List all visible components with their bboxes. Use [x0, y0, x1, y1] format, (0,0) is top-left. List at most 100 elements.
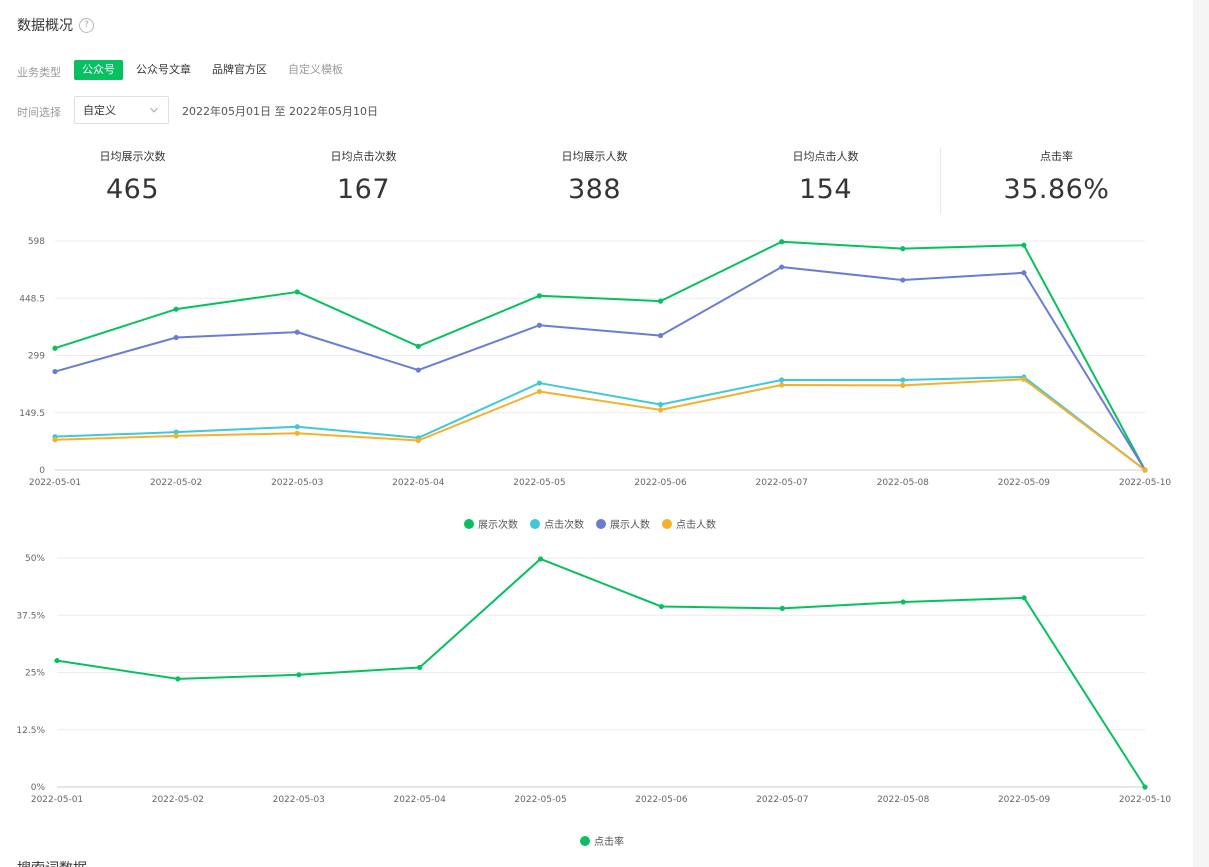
data-point[interactable]	[657, 407, 664, 413]
ctr-line-chart: 0% 12.5% 25% 37.5% 50% 2022-05-01 2022-05-02 20…	[16, 554, 1171, 805]
data-point[interactable]	[779, 264, 785, 270]
metric-label: 点击率	[1040, 150, 1073, 163]
data-point[interactable]	[900, 599, 906, 605]
data-point[interactable]	[173, 429, 179, 435]
data-point[interactable]	[173, 334, 179, 341]
data-point[interactable]	[657, 401, 664, 408]
x-tick-label: 2022-05-06	[634, 478, 687, 488]
data-point[interactable]	[658, 603, 665, 610]
metric-avg-impressions: 日均展示次数 465	[17, 140, 248, 205]
data-point[interactable]	[900, 277, 906, 283]
data-point[interactable]	[294, 329, 300, 335]
series-line	[54, 266, 1146, 471]
data-point[interactable]	[779, 382, 785, 388]
data-point[interactable]	[415, 367, 421, 373]
business-type-label: 业务类型	[17, 66, 61, 79]
chevron-down-icon	[150, 107, 158, 113]
legend-item[interactable]: 点击率	[580, 833, 624, 848]
data-point[interactable]	[52, 345, 58, 351]
data-point[interactable]	[900, 382, 906, 388]
data-point[interactable]	[900, 246, 906, 252]
data-point[interactable]	[173, 433, 179, 439]
data-point[interactable]	[1021, 376, 1027, 382]
data-point[interactable]	[415, 437, 421, 444]
series-line	[54, 378, 1146, 471]
x-tick-label: 2022-05-09	[998, 478, 1051, 488]
tab-official-account[interactable]: 公众号	[74, 60, 123, 80]
data-point[interactable]	[536, 380, 543, 386]
x-tick-label: 2022-05-04	[394, 795, 447, 805]
legend-label: 点击人数	[676, 520, 716, 531]
metric-avg-impression-users: 日均展示人数 388	[479, 140, 710, 205]
data-point[interactable]	[536, 388, 543, 395]
tab-brand-zone[interactable]: 品牌官方区	[212, 63, 267, 76]
legend-item[interactable]: 展示人数	[596, 516, 650, 531]
metrics-row: 日均展示次数 465 日均点击次数 167 日均展示人数 388 日均点击人数 …	[17, 140, 1173, 216]
data-point[interactable]	[415, 343, 421, 349]
data-point[interactable]	[536, 322, 543, 328]
data-point[interactable]	[1142, 784, 1148, 790]
x-tick-label: 2022-05-05	[514, 795, 566, 805]
data-point[interactable]	[52, 368, 58, 375]
time-select-value: 自定义	[83, 104, 116, 117]
y-tick-label: 37.5%	[16, 611, 45, 621]
data-point[interactable]	[294, 424, 300, 430]
x-tick-label: 2022-05-08	[877, 478, 930, 488]
x-tick-label: 2022-05-01	[29, 478, 81, 488]
y-tick-label: 25%	[25, 669, 45, 679]
data-point[interactable]	[779, 377, 785, 383]
data-point[interactable]	[1142, 467, 1148, 473]
date-range-text: 2022年05月01日 至 2022年05月10日	[182, 105, 378, 118]
data-point[interactable]	[417, 664, 423, 671]
data-point[interactable]	[536, 293, 543, 299]
x-tick-label: 2022-05-07	[756, 478, 808, 488]
legend-dot-icon	[530, 518, 540, 529]
data-point[interactable]	[54, 657, 60, 664]
data-point[interactable]	[173, 306, 179, 312]
data-point[interactable]	[657, 332, 664, 339]
data-point[interactable]	[779, 605, 785, 611]
data-point[interactable]	[294, 289, 300, 295]
legend-label: 展示人数	[610, 520, 650, 531]
data-point[interactable]	[294, 430, 300, 436]
data-point[interactable]	[900, 377, 906, 383]
data-point[interactable]	[537, 556, 544, 562]
legend-item[interactable]: 展示次数	[464, 516, 518, 531]
next-section-title: 搜索词数据	[17, 858, 87, 867]
series-line	[54, 240, 1146, 471]
x-tick-label: 2022-05-09	[998, 795, 1051, 805]
scrollbar-track[interactable]	[1193, 0, 1209, 867]
tab-custom-template[interactable]: 自定义模板	[288, 63, 343, 76]
data-point[interactable]	[1021, 595, 1027, 601]
y-tick-label: 149.5	[19, 409, 45, 419]
metric-label: 日均展示次数	[99, 150, 166, 163]
tab-official-article[interactable]: 公众号文章	[136, 63, 191, 76]
data-point[interactable]	[657, 298, 664, 304]
x-tick-label: 2022-05-03	[273, 795, 325, 805]
x-tick-label: 2022-05-10	[1119, 478, 1172, 488]
metric-ctr: 点击率 35.86%	[941, 140, 1172, 205]
series-line	[56, 557, 1146, 788]
metric-avg-click-users: 日均点击人数 154	[710, 140, 941, 205]
data-point[interactable]	[52, 437, 58, 443]
metric-label: 日均点击人数	[792, 150, 859, 163]
y-tick-label: 598	[28, 237, 45, 247]
time-select-label: 时间选择	[17, 106, 61, 119]
question-circle-icon[interactable]: ?	[79, 17, 94, 33]
volume-line-chart: 0 149.5 299 448.5 598 2022-05-01 2022-05-02 202…	[19, 237, 1172, 488]
time-range-select[interactable]: 自定义	[74, 96, 169, 124]
title-row: 数据概况 ?	[17, 14, 94, 36]
legend-item[interactable]: 点击人数	[662, 516, 716, 531]
x-tick-label: 2022-05-02	[150, 478, 202, 488]
legend-item[interactable]: 点击次数	[530, 516, 584, 531]
data-point[interactable]	[1021, 242, 1027, 248]
metric-value: 154	[798, 174, 853, 205]
x-tick-label: 2022-05-04	[392, 478, 445, 488]
data-point[interactable]	[779, 239, 785, 245]
data-point[interactable]	[175, 676, 181, 682]
data-point[interactable]	[296, 672, 302, 678]
x-tick-label: 2022-05-02	[152, 795, 204, 805]
data-point[interactable]	[1021, 270, 1027, 276]
ctr-chart-legend: 点击率	[580, 833, 636, 848]
